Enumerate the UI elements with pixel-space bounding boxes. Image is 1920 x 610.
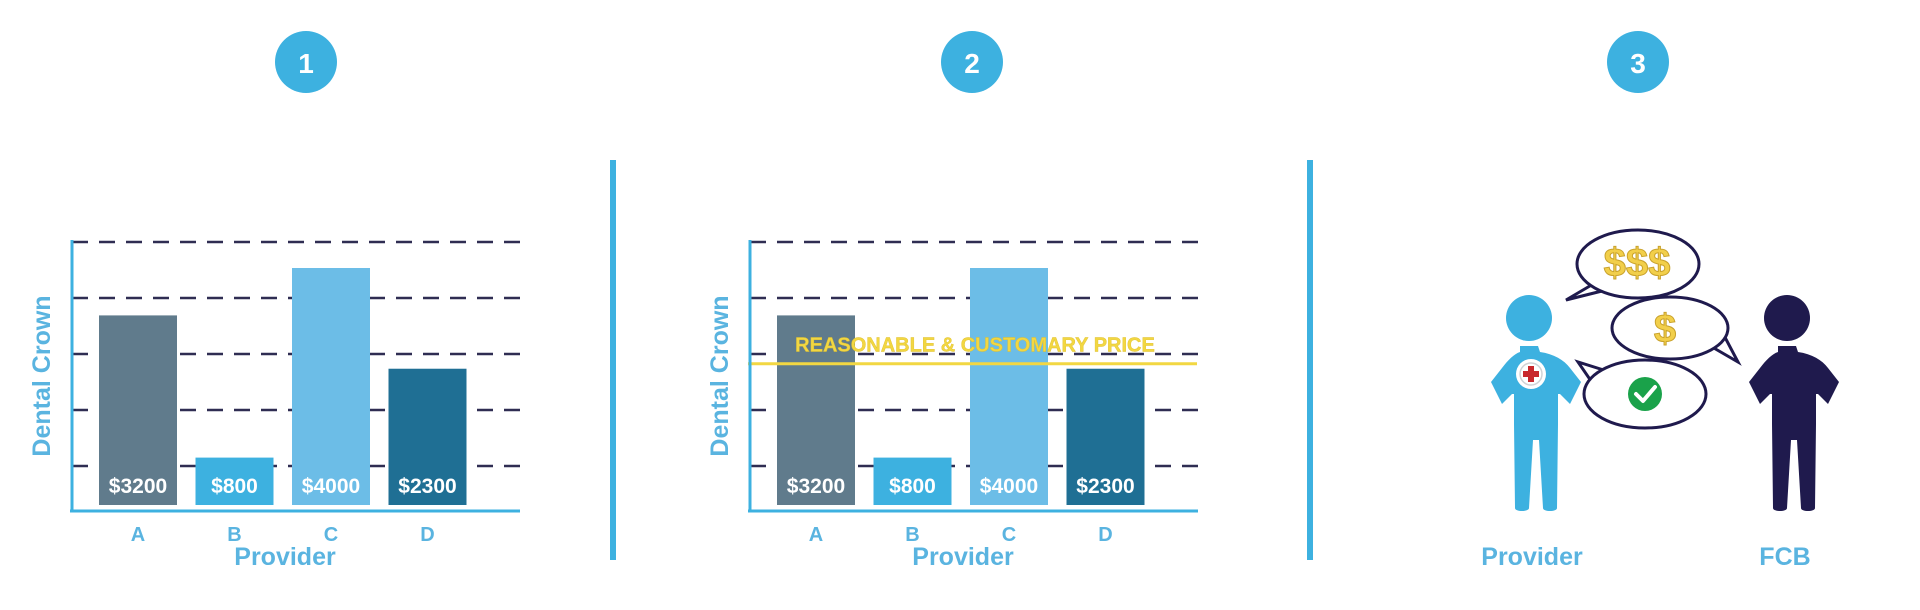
section-divider (1307, 160, 1313, 560)
step-badge-1-label: 1 (298, 48, 314, 79)
bar-value-label: $2300 (398, 475, 456, 498)
bar-value-label: $800 (889, 475, 936, 498)
check-circle-icon (1628, 377, 1662, 411)
fcb-label: FCB (1759, 543, 1810, 571)
bubble-middle-text: $ (1654, 307, 1676, 351)
provider-label: Provider (1481, 543, 1583, 571)
speech-bubble-check (1574, 358, 1708, 430)
bar-d (1066, 368, 1145, 505)
fcb-figure-icon (1749, 295, 1839, 511)
provider-fcb-illustration: $$$ $ Provider FCB (1481, 228, 1839, 571)
bar-value-label: $800 (211, 475, 258, 498)
step-badge-3-label: 3 (1630, 48, 1646, 79)
bar-a (777, 315, 855, 505)
x-tick-label: D (1098, 524, 1112, 546)
chart-2-bars: $3200 $800 $4000 $2300 (777, 268, 1145, 505)
bar-b (873, 457, 952, 505)
x-tick-label: A (809, 524, 823, 546)
step-badges: 1 2 3 (275, 31, 1669, 93)
chart-1-xlabel: Provider (234, 543, 336, 571)
bar-value-label: $4000 (302, 475, 360, 498)
bar-d (388, 368, 467, 505)
chart-2-xlabel: Provider (912, 543, 1014, 571)
chart-2-ylabel: Dental Crown (706, 295, 734, 456)
reasonable-price-label: REASONABLE & CUSTOMARY PRICE (795, 335, 1155, 357)
x-tick-label: A (131, 524, 145, 546)
check-icon (1634, 385, 1657, 403)
bar-c (292, 268, 370, 505)
chart-1-ylabel: Dental Crown (28, 295, 56, 456)
bar-a (99, 315, 177, 505)
speech-bubble-icon (1575, 228, 1701, 300)
x-tick-label: B (905, 524, 919, 546)
x-tick-label: C (1002, 524, 1016, 546)
speech-bubble-dollars-3: $$$ (1565, 228, 1701, 302)
bar-chart-2: Dental Crown $3200 $800 $4000 $2300 REASONA… (706, 240, 1198, 571)
bar-b (195, 457, 274, 505)
chart-1-x-ticks: A B C D (131, 524, 435, 546)
x-tick-label: D (420, 524, 434, 546)
bar-c (970, 268, 1048, 505)
bar-value-label: $3200 (109, 475, 167, 498)
speech-bubble-icon (1610, 295, 1730, 361)
bar-value-label: $4000 (980, 475, 1038, 498)
speech-bubble-dollar-1: $ (1610, 295, 1742, 366)
bar-value-label: $3200 (787, 475, 845, 498)
step-badge-1 (275, 31, 337, 93)
step-badge-2-label: 2 (964, 48, 980, 79)
x-tick-label: C (324, 524, 338, 546)
chart-1-bars: $3200 $800 $4000 $2300 (99, 268, 467, 505)
bar-value-label: $2300 (1076, 475, 1134, 498)
chart-2-x-ticks: A B C D (809, 524, 1113, 546)
step-badge-3 (1607, 31, 1669, 93)
provider-figure-icon (1491, 295, 1581, 511)
step-badge-2 (941, 31, 1003, 93)
bar-chart-1: Dental Crown $3200 $800 $4000 $2300 A B C D Pr… (28, 240, 520, 571)
bubble-top-text: $$$ (1604, 241, 1671, 285)
section-divider (610, 160, 616, 560)
x-tick-label: B (227, 524, 241, 546)
